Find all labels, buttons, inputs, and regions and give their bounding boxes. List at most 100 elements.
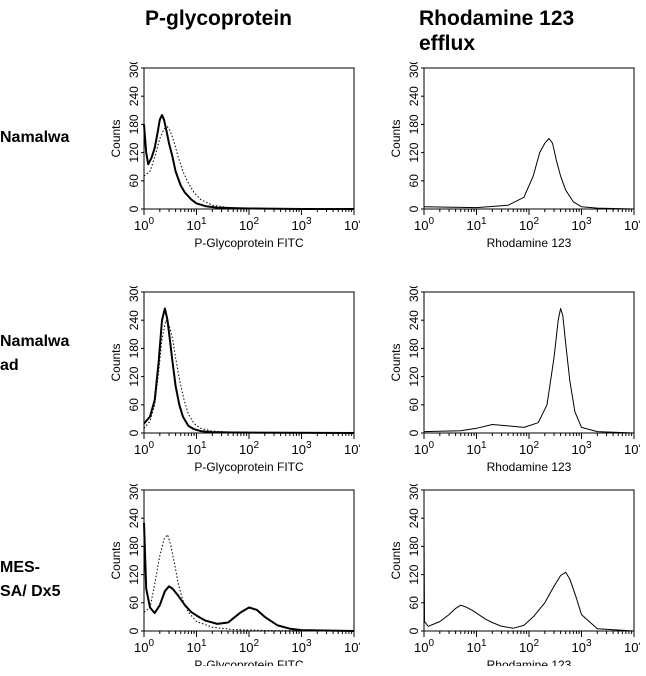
row-label-namalwa: Namalwa xyxy=(0,129,70,146)
histogram-svg: 0 60 120 180 240 300 Counts 100 101 102 103 104 Rhod… xyxy=(389,286,640,474)
x-tick-label: 103 xyxy=(571,216,591,233)
y-axis-label: Counts xyxy=(109,541,123,579)
x-tick-label: 101 xyxy=(186,440,206,457)
sample-histogram-line xyxy=(423,522,635,632)
row-label-namalwa-ad: Namalwa ad xyxy=(0,333,70,374)
y-tick-label: 120 xyxy=(127,142,141,162)
y-tick-label: 240 xyxy=(407,508,421,528)
x-tick-label: 102 xyxy=(239,440,259,457)
plot-frame xyxy=(423,67,635,210)
y-tick-label: 180 xyxy=(127,536,141,556)
x-tick-label: 103 xyxy=(291,638,311,655)
x-tick-label: 100 xyxy=(134,440,154,457)
x-tick-label: 101 xyxy=(466,638,486,655)
y-tick-label: 180 xyxy=(407,114,421,134)
y-tick-label: 0 xyxy=(127,627,141,634)
y-tick-label: 0 xyxy=(127,205,141,212)
x-tick-label: 100 xyxy=(414,216,434,233)
x-tick-label: 103 xyxy=(571,440,591,457)
y-tick-label: 120 xyxy=(407,142,421,162)
sample-histogram-line xyxy=(423,138,635,210)
y-tick-label: 300 xyxy=(407,286,421,302)
y-tick-label: 60 xyxy=(407,398,421,412)
x-tick-label: 103 xyxy=(571,638,591,655)
x-axis-label: P-Glycoprotein FITC xyxy=(194,460,304,474)
x-tick-label: 102 xyxy=(239,216,259,233)
y-tick-label: 60 xyxy=(127,596,141,610)
plot-frame xyxy=(143,489,355,632)
x-axis-label: P-Glycoprotein FITC xyxy=(194,236,304,250)
y-tick-label: 240 xyxy=(127,508,141,528)
column-title-p-glycoprotein: P-glycoprotein xyxy=(145,7,293,30)
y-tick-label: 0 xyxy=(127,429,141,436)
y-axis-label: Counts xyxy=(109,119,123,157)
histogram-svg: 0 60 120 180 240 300 Counts 100 101 102 103 104 P-Gl… xyxy=(109,62,360,250)
y-tick-label: 300 xyxy=(407,62,421,78)
x-tick-label: 102 xyxy=(519,638,539,655)
x-tick-label: 101 xyxy=(466,440,486,457)
y-tick-label: 300 xyxy=(127,286,141,302)
plot-frame xyxy=(423,489,635,632)
x-axis-label: Rhodamine 123 xyxy=(487,236,572,250)
x-tick-label: 104 xyxy=(344,216,360,233)
x-tick-label: 104 xyxy=(624,638,640,655)
x-axis-label: Rhodamine 123 xyxy=(487,460,572,474)
histogram-panel-namalwa-ad-rh123: 0 60 120 180 240 300 Counts 100 101 102 103 104 Rhod… xyxy=(384,286,640,478)
control-histogram-line xyxy=(143,126,355,210)
x-tick-label: 102 xyxy=(519,440,539,457)
histogram-panel-mes-sa-rh123: 0 60 120 180 240 300 Counts 100 101 102 103 104 Rhod… xyxy=(384,484,640,676)
x-tick-label: 101 xyxy=(466,216,486,233)
histogram-panel-namalwa-rh123: 0 60 120 180 240 300 Counts 100 101 102 103 104 Rhod… xyxy=(384,62,640,254)
column-title-rhodamine-efflux: Rhodamine 123 efflux xyxy=(419,7,575,55)
histogram-svg: 0 60 120 180 240 300 Counts 100 101 102 103 104 Rhod… xyxy=(389,62,640,250)
x-tick-label: 104 xyxy=(624,216,640,233)
y-tick-label: 60 xyxy=(407,174,421,188)
x-axis-label: Rhodamine 123 xyxy=(487,658,572,666)
x-tick-label: 101 xyxy=(186,216,206,233)
x-tick-label: 100 xyxy=(134,638,154,655)
x-tick-label: 103 xyxy=(291,440,311,457)
y-tick-label: 240 xyxy=(407,86,421,106)
y-tick-label: 180 xyxy=(407,338,421,358)
x-tick-label: 100 xyxy=(134,216,154,233)
sample-histogram-line xyxy=(143,307,355,434)
y-tick-label: 60 xyxy=(127,174,141,188)
x-tick-label: 104 xyxy=(344,440,360,457)
y-tick-label: 300 xyxy=(127,484,141,500)
sample-histogram-line xyxy=(143,114,354,210)
y-tick-label: 60 xyxy=(127,398,141,412)
y-tick-label: 60 xyxy=(407,596,421,610)
x-tick-label: 103 xyxy=(291,216,311,233)
control-histogram-line xyxy=(143,319,355,434)
row-label-mes-sa-dx5: MES-SA/ Dx5 xyxy=(0,559,61,600)
sample-histogram-line xyxy=(143,522,355,632)
y-axis-label: Counts xyxy=(389,119,403,157)
plot-frame xyxy=(143,67,355,210)
y-axis-label: Counts xyxy=(109,343,123,381)
histogram-svg: 0 60 120 180 240 300 Counts 100 101 102 103 104 P-Gl… xyxy=(109,286,360,474)
x-tick-label: 102 xyxy=(239,638,259,655)
y-tick-label: 120 xyxy=(407,564,421,584)
x-tick-label: 104 xyxy=(344,638,360,655)
y-tick-label: 240 xyxy=(127,310,141,330)
y-tick-label: 180 xyxy=(407,536,421,556)
control-histogram-line xyxy=(143,534,355,632)
plot-frame xyxy=(143,291,355,434)
x-tick-label: 104 xyxy=(624,440,640,457)
histogram-svg: 0 60 120 180 240 300 Counts 100 101 102 103 104 P-Gl… xyxy=(109,484,360,666)
sample-histogram-line xyxy=(423,308,635,434)
x-tick-label: 100 xyxy=(414,638,434,655)
x-tick-label: 102 xyxy=(519,216,539,233)
y-tick-label: 120 xyxy=(407,366,421,386)
y-tick-label: 300 xyxy=(407,484,421,500)
histogram-panel-namalwa-ad-pgp: 0 60 120 180 240 300 Counts 100 101 102 103 104 P-Gl… xyxy=(104,286,360,478)
x-axis-label: P-Glycoprotein FITC xyxy=(194,658,304,666)
histogram-panel-mes-sa-pgp: 0 60 120 180 240 300 Counts 100 101 102 103 104 P-Gl… xyxy=(104,484,360,676)
y-tick-label: 180 xyxy=(127,338,141,358)
y-axis-label: Counts xyxy=(389,343,403,381)
y-tick-label: 0 xyxy=(407,205,421,212)
y-tick-label: 240 xyxy=(407,310,421,330)
histogram-svg: 0 60 120 180 240 300 Counts 100 101 102 103 104 Rhod… xyxy=(389,484,640,666)
y-tick-label: 300 xyxy=(127,62,141,78)
x-tick-label: 101 xyxy=(186,638,206,655)
